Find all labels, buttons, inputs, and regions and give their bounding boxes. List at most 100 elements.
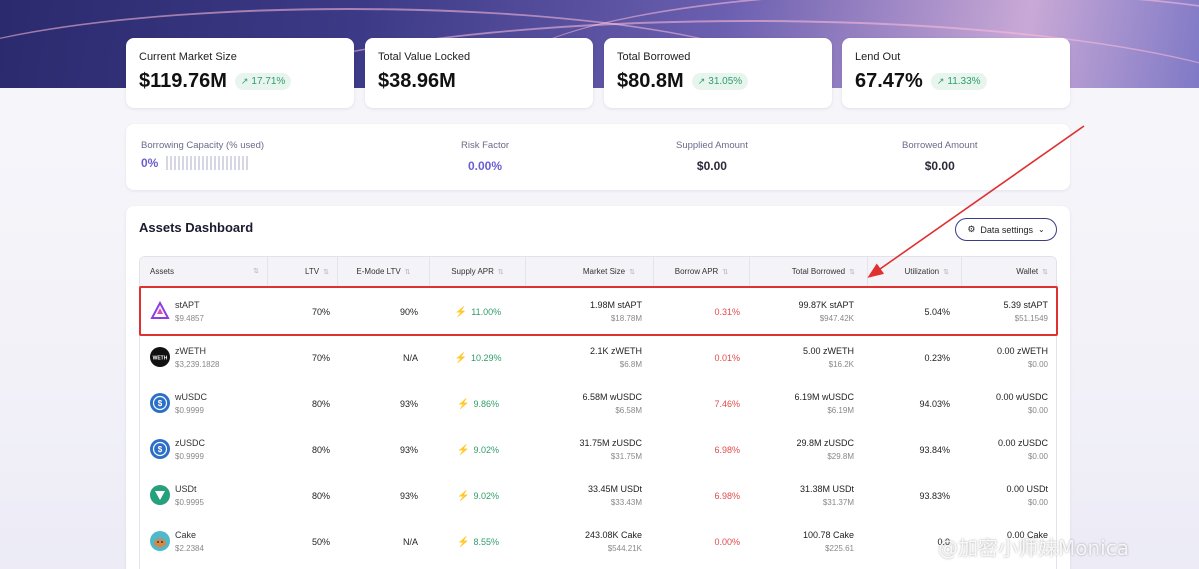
market-size-usd: $33.43M [610, 498, 642, 507]
market-size-usd: $6.58M [615, 406, 642, 415]
supplied-value: $0.00 [696, 159, 727, 173]
utilization-value: 93.83% [919, 491, 950, 501]
column-header-utilization[interactable]: Utilization ⇅ [868, 257, 962, 287]
total-borrowed-usd: $947.42K [819, 314, 854, 323]
stapt-icon [150, 301, 170, 321]
gear-icon: ⚙ [967, 224, 976, 234]
bolt-icon: ⚡ [457, 399, 470, 410]
utilization-value: 94.03% [919, 399, 950, 409]
emode-ltv-value: 90% [399, 307, 418, 317]
ltv-value: 80% [311, 491, 330, 501]
market-size-usd: $6.8M [619, 360, 642, 369]
bolt-icon: ⚡ [457, 445, 470, 456]
asset-price: $2.2384 [175, 544, 204, 553]
stat-label: Current Market Size [139, 51, 237, 63]
capacity-meter [166, 156, 249, 170]
wallet-value: 0.00 wUSDC [995, 392, 1048, 402]
column-header-supply-apr[interactable]: Supply APR ⇅ [430, 257, 526, 287]
change-badge: ↗ 11.33% [930, 73, 987, 90]
sort-icon: ⇅ [722, 269, 729, 276]
borrow-apr-value: 7.46% [714, 399, 740, 409]
total-borrowed-value: 5.00 zWETH [802, 346, 854, 356]
table-row[interactable]: $ wUSDC $0.9999 80% 93% ⚡ 9.86% 6.58M wUS… [140, 380, 1056, 426]
column-header-wallet[interactable]: Wallet ⇅ [1016, 267, 1048, 276]
wallet-usd: $0.00 [1027, 360, 1048, 369]
total-borrowed-value: 31.38M USDt [799, 484, 854, 494]
table-row[interactable]: $ zUSDC $0.9999 80% 93% ⚡ 9.02% 31.75M zU… [140, 426, 1056, 472]
supply-apr-value: ⚡ 11.00% [454, 307, 502, 318]
trend-up-icon: ↗ [936, 76, 945, 86]
risk-label: Risk Factor [461, 140, 510, 151]
stat-label: Total Borrowed [617, 51, 691, 63]
utilization-value: 0.23% [924, 353, 950, 363]
highlight-box [139, 286, 1058, 336]
utilization-value: 93.84% [919, 445, 950, 455]
market-size-usd: $31.75M [610, 452, 642, 461]
borrow-apr-value: 6.98% [714, 491, 740, 501]
table-row[interactable]: stAPT $9.4857 70% 90% ⚡ 11.00% 1.98M stAP… [140, 288, 1056, 334]
dashboard-title: Assets Dashboard [139, 220, 254, 235]
supply-apr-value: ⚡ 9.02% [457, 445, 499, 456]
total-borrowed-usd: $6.19M [827, 406, 854, 415]
account-summary: Borrowing Capacity (% used) 0% Risk Fact… [126, 124, 1070, 190]
table-row[interactable]: Cake $2.2384 50% N/A ⚡ 8.55% 243.08K Cake… [140, 518, 1056, 564]
column-header-market-size[interactable]: Market Size ⇅ [526, 257, 654, 287]
zweth-icon: WETH [150, 347, 170, 367]
wallet-usd: $51.1549 [1014, 314, 1048, 323]
sort-icon: ⇅ [629, 269, 635, 276]
risk-value: 0.00% [468, 159, 503, 173]
data-settings-label: Data settings [980, 224, 1033, 235]
bolt-icon: ⚡ [457, 537, 470, 548]
column-header-borrow-apr[interactable]: Borrow APR ⇅ [654, 257, 750, 287]
asset-name: stAPT [175, 300, 200, 310]
data-settings-button[interactable]: ⚙ Data settings ⌄ [955, 218, 1057, 241]
stat-card-market-size: Current Market Size $119.76M ↗ 17.71% [126, 38, 354, 108]
market-size-value: 33.45M USDt [587, 484, 642, 494]
sort-icon: ⇅ [943, 269, 949, 276]
wallet-value: 0.00 USDt [1006, 484, 1048, 494]
cake-icon [150, 531, 170, 551]
wallet-usd: $0.00 [1027, 498, 1048, 507]
asset-name: wUSDC [175, 392, 208, 402]
borrowed-value: $0.00 [924, 159, 955, 173]
column-header-emode-ltv[interactable]: E-Mode LTV ⇅ [338, 257, 430, 287]
stat-label: Total Value Locked [378, 51, 471, 63]
market-size-value: 6.58M wUSDC [582, 392, 642, 402]
column-header-ltv[interactable]: LTV ⇅ [268, 257, 338, 287]
watermark: @加密小师妹Monica [938, 536, 1129, 560]
column-header-total-borrowed[interactable]: Total Borrowed ⇅ [750, 257, 868, 287]
capacity-label: Borrowing Capacity (% used) [141, 140, 265, 151]
table-row[interactable]: USDt $0.9995 80% 93% ⚡ 9.02% 33.45M USDt … [140, 472, 1056, 518]
wallet-usd: $0.00 [1027, 406, 1048, 415]
total-borrowed-value: 6.19M wUSDC [794, 392, 854, 402]
asset-name: zUSDC [175, 438, 206, 448]
column-header-assets[interactable]: Assets ⇅ [140, 257, 268, 287]
stat-value: 67.47% [855, 70, 923, 92]
total-borrowed-value: 100.78 Cake [802, 530, 854, 540]
bolt-icon: ⚡ [457, 491, 470, 502]
table-row[interactable]: WETH zWETH $3,239.1828 70% N/A ⚡ 10.29% 2… [140, 334, 1056, 380]
market-size-usd: $544.21K [607, 544, 642, 553]
market-size-value: 243.08K Cake [584, 530, 642, 540]
ltv-value: 50% [311, 537, 330, 547]
usdt-icon [150, 485, 170, 505]
total-borrowed-value: 29.8M zUSDC [796, 438, 854, 448]
asset-price: $0.9995 [175, 498, 204, 507]
sort-icon: ⇅ [849, 269, 855, 276]
chevron-down-icon: ⌄ [1037, 225, 1045, 234]
sort-icon: ⇅ [323, 269, 329, 276]
sort-icon: ⇅ [253, 268, 259, 275]
emode-ltv-value: 93% [399, 445, 418, 455]
asset-price: $0.9999 [175, 452, 204, 461]
stat-value: $119.76M [139, 70, 227, 92]
ltv-value: 80% [311, 399, 330, 409]
supply-apr-value: ⚡ 8.55% [457, 537, 499, 548]
borrow-apr-value: 6.98% [714, 445, 740, 455]
total-borrowed-usd: $31.37M [822, 498, 854, 507]
asset-price: $0.9999 [175, 406, 204, 415]
wallet-value: 5.39 stAPT [1003, 300, 1048, 310]
borrow-apr-value: 0.00% [714, 537, 740, 547]
bolt-icon: ⚡ [454, 353, 467, 364]
bolt-icon: ⚡ [454, 307, 468, 318]
total-borrowed-usd: $29.8M [827, 452, 854, 461]
